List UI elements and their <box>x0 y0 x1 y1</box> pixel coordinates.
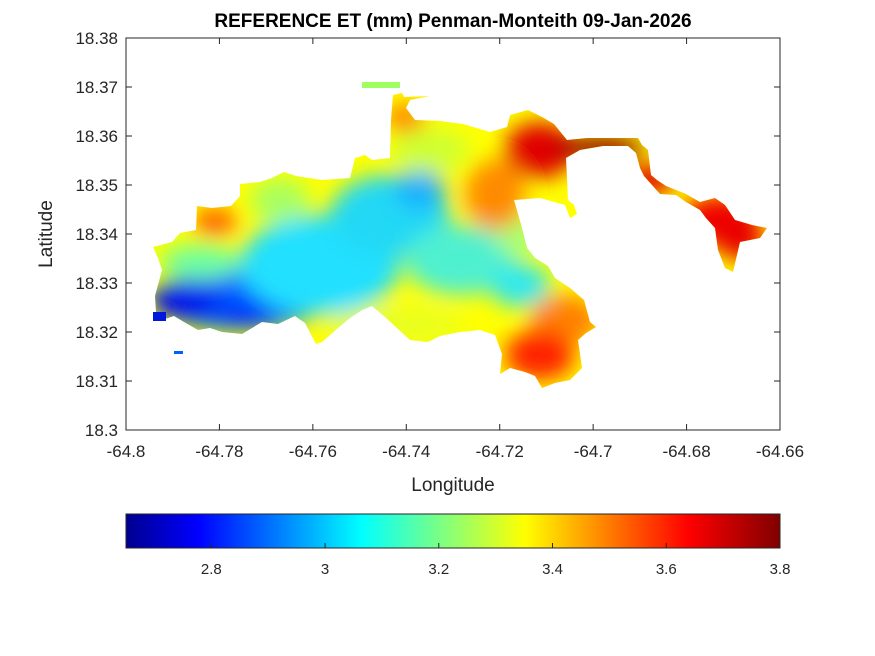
y-tick-label: 18.33 <box>75 274 118 293</box>
y-axis-label: Latitude <box>36 200 57 268</box>
chart-title: REFERENCE ET (mm) Penman-Monteith 09-Jan… <box>214 11 691 32</box>
y-axis: 18.3 18.31 18.32 18.33 18.34 18.35 18.36 18.37 1… <box>75 29 780 440</box>
x-axis-label: Longitude <box>411 475 494 496</box>
colorbar <box>125 513 781 549</box>
colorbar-tick-label: 3.8 <box>770 561 791 578</box>
y-tick-label: 18.37 <box>75 78 118 97</box>
colorbar-tick-label: 3.2 <box>428 561 449 578</box>
colorbar-tick-label: 2.8 <box>201 561 222 578</box>
x-tick-label: -64.72 <box>476 442 524 461</box>
islet-south <box>174 351 183 354</box>
islet-north <box>362 82 400 88</box>
colorbar-ticks: 2.8 3 3.2 3.4 3.6 3.8 <box>201 543 791 578</box>
islet-west <box>153 312 166 321</box>
y-tick-label: 18.3 <box>85 421 118 440</box>
y-tick-label: 18.36 <box>75 127 118 146</box>
y-tick-label: 18.35 <box>75 176 118 195</box>
x-axis: -64.8 -64.78 -64.76 -64.74 -64.72 -64.7 -64.68… <box>107 38 804 461</box>
x-tick-label: -64.78 <box>195 442 243 461</box>
x-tick-label: -64.8 <box>107 442 146 461</box>
x-tick-label: -64.76 <box>289 442 337 461</box>
x-tick-label: -64.7 <box>574 442 613 461</box>
x-tick-label: -64.66 <box>756 442 804 461</box>
x-tick-label: -64.74 <box>382 442 430 461</box>
colorbar-tick-label: 3 <box>321 561 329 578</box>
y-tick-label: 18.38 <box>75 29 118 48</box>
x-tick-label: -64.68 <box>662 442 710 461</box>
y-tick-label: 18.31 <box>75 372 118 391</box>
colorbar-tick-label: 3.6 <box>656 561 677 578</box>
colorbar-tick-label: 3.4 <box>542 561 563 578</box>
y-tick-label: 18.34 <box>75 225 118 244</box>
y-tick-label: 18.32 <box>75 323 118 342</box>
